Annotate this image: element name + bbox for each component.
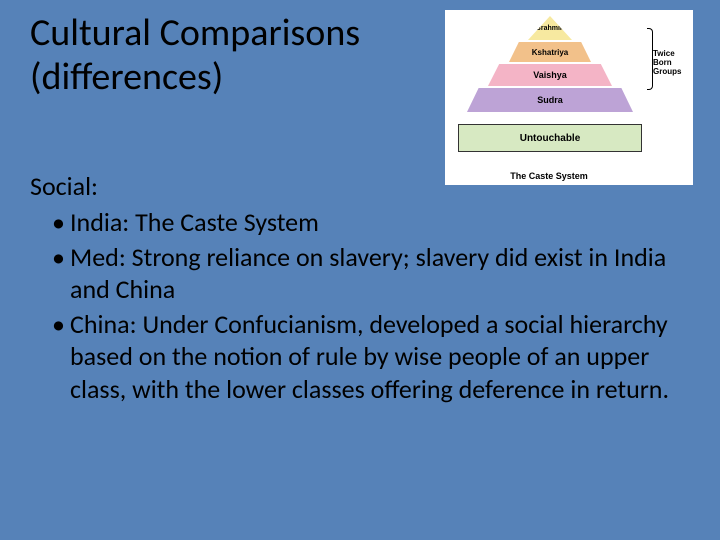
title-line-1: Cultural Comparisons <box>30 10 360 56</box>
bullet-list: India: The Caste SystemMed: Strong relia… <box>30 206 690 405</box>
title-block: Cultural Comparisons (differences) <box>30 12 440 99</box>
content-block: Social: India: The Caste SystemMed: Stro… <box>30 170 690 407</box>
pyramid-layer: Vaishya <box>488 64 612 86</box>
caste-diagram: BrahminKshatriyaVaishyaSudraUntouchable … <box>445 10 693 185</box>
title-line-2: (differences) <box>30 54 223 100</box>
pyramid-layer: Sudra <box>467 88 633 112</box>
pyramid-layer: Untouchable <box>458 124 642 152</box>
side-label: Twice Born Groups <box>653 50 689 76</box>
subheading: Social: <box>30 170 690 202</box>
bullet-item: India: The Caste System <box>30 206 690 239</box>
pyramid-layer: Kshatriya <box>509 42 591 62</box>
bullet-item: China: Under Confucianism, developed a s… <box>30 308 690 406</box>
slide-title: Cultural Comparisons (differences) <box>30 12 440 99</box>
bullet-item: Med: Strong reliance on slavery; slavery… <box>30 241 690 306</box>
pyramid: BrahminKshatriyaVaishyaSudra Untouchable <box>455 16 645 166</box>
pyramid-layer: Brahmin <box>528 16 572 40</box>
